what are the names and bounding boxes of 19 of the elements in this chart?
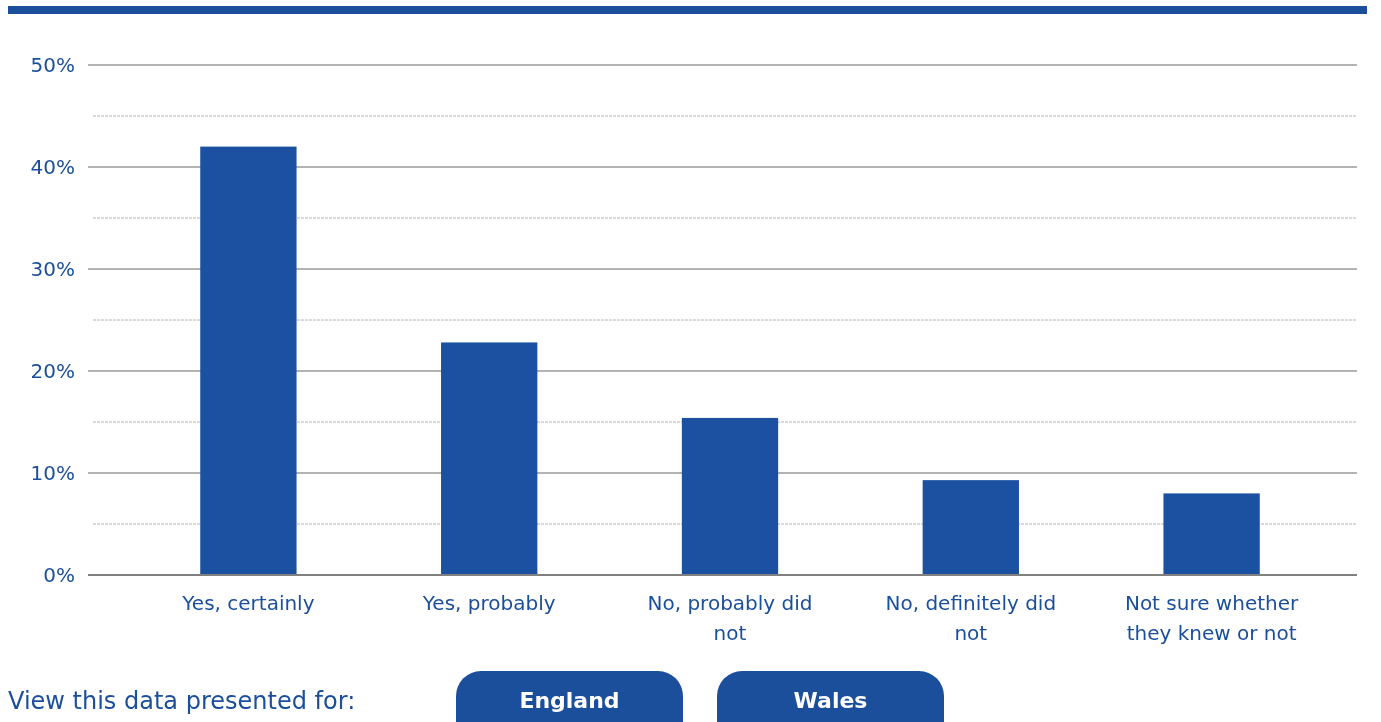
bar	[441, 342, 538, 575]
y-tick-label: 10%	[30, 461, 75, 485]
y-tick-label: 40%	[30, 155, 75, 179]
text: England	[519, 688, 620, 713]
x-tick-label: Not sure whether they knew or not	[1124, 591, 1300, 645]
y-tick-label: 30%	[30, 257, 75, 281]
y-tick-label: 20%	[30, 359, 75, 383]
text: View this data presented for:	[8, 687, 356, 715]
bar	[922, 480, 1019, 575]
x-tick-label: Yes, certainly	[181, 591, 315, 615]
bar	[1163, 493, 1260, 575]
x-tick-label: No, probably did not	[647, 591, 813, 645]
x-tick-label: Yes, probably	[421, 591, 556, 615]
x-tick-label: No, definitely did not	[885, 591, 1057, 645]
y-tick-label: 0%	[43, 563, 75, 587]
bar	[681, 417, 779, 575]
y-tick-label: 50%	[30, 53, 75, 77]
bar	[200, 146, 297, 575]
text: Wales	[793, 688, 868, 713]
